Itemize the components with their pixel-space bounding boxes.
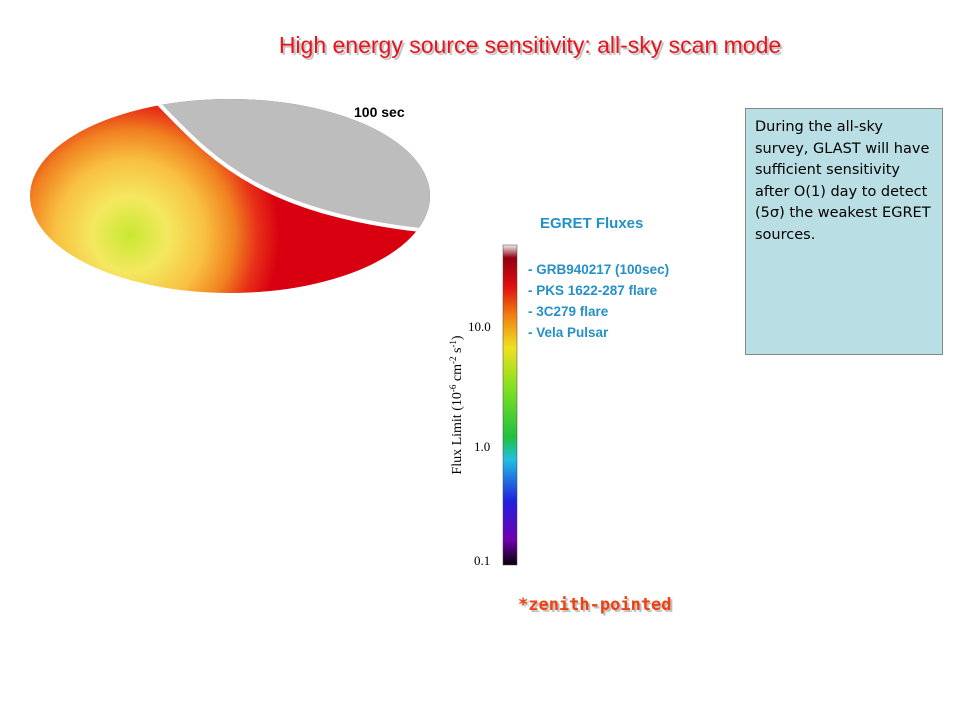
footnote: *zenith-pointed	[518, 595, 672, 615]
colorbar-tick: 0.1	[474, 553, 491, 568]
legend-title: EGRET Fluxes	[540, 215, 644, 232]
map-label: 100 sec	[354, 104, 405, 120]
legend-item: - Vela Pulsar	[528, 325, 609, 340]
legend-item: - GRB940217 (100sec)	[528, 262, 670, 277]
legend-item: - 3C279 flare	[528, 304, 609, 319]
colorbar-tick: 1.0	[474, 439, 491, 454]
title: High energy source sensitivity: all-sky …	[278, 32, 782, 58]
colorbar-axis-label: Flux Limit (10-6 cm-2 s-1)	[448, 335, 465, 475]
sky-map	[30, 99, 430, 293]
colorbar-tick: 10.0	[468, 319, 491, 334]
legend-item: - PKS 1622-287 flare	[528, 283, 658, 298]
note-box: During the all-sky survey, GLAST will ha…	[745, 108, 943, 355]
colorbar	[502, 244, 518, 566]
